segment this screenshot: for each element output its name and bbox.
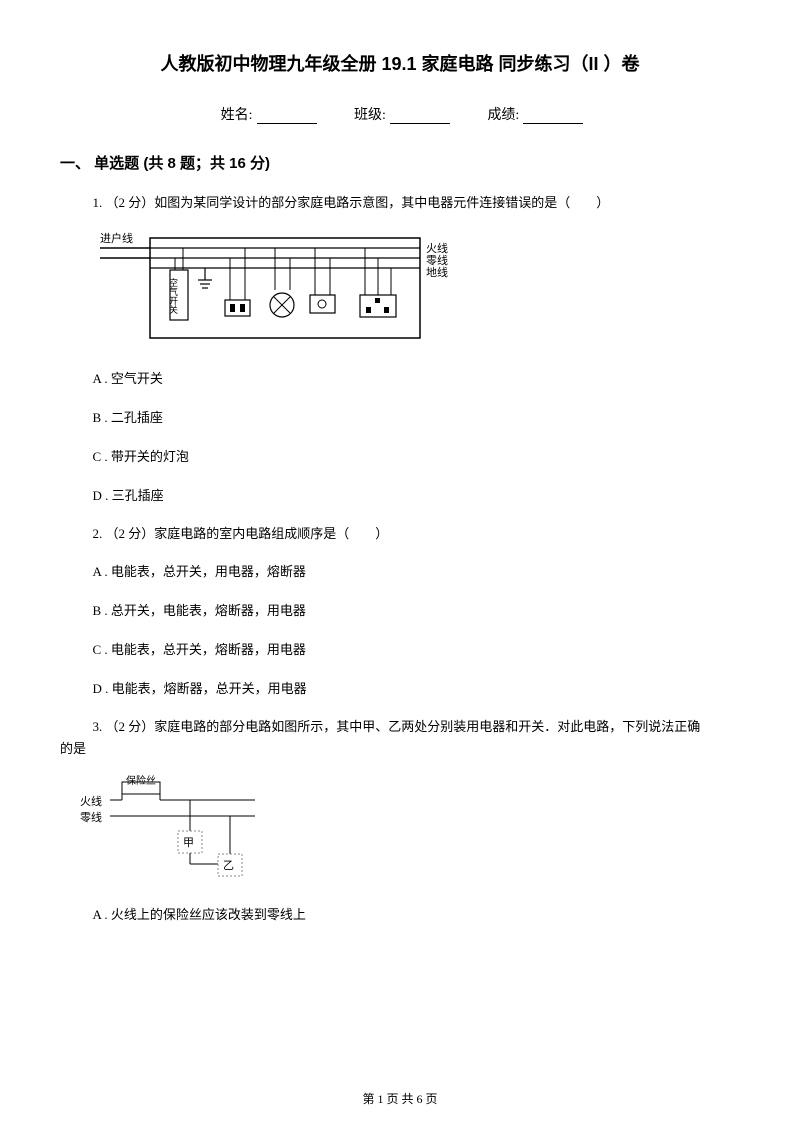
q2-stem: 2. （2 分）家庭电路的室内电路组成顺序是（ ） xyxy=(60,524,740,545)
section-header: 一、 单选题 (共 8 题；共 16 分) xyxy=(60,152,740,173)
name-label: 姓名: xyxy=(221,108,253,123)
q1-optD: D . 三孔插座 xyxy=(60,485,740,504)
box1-label: 甲 xyxy=(183,834,194,850)
ground-label: 地线 xyxy=(426,264,448,280)
class-blank xyxy=(390,110,450,124)
score-blank xyxy=(523,110,583,124)
q1-diagram: 进户线 火线 零线 地线 空气开关 xyxy=(100,230,740,350)
page-footer: 第 1 页 共 6 页 xyxy=(0,1090,800,1107)
incoming-label: 进户线 xyxy=(100,230,133,246)
q1-optB: B . 二孔插座 xyxy=(60,407,740,426)
box2-label: 乙 xyxy=(223,857,234,873)
q1-optC: C . 带开关的灯泡 xyxy=(60,446,740,465)
neutral-label-2: 零线 xyxy=(80,809,102,825)
q2-optA: A . 电能表，总开关，用电器，熔断器 xyxy=(60,561,740,580)
name-blank xyxy=(257,110,317,124)
q1-stem: 1. （2 分）如图为某同学设计的部分家庭电路示意图，其中电器元件连接错误的是（… xyxy=(60,193,740,214)
page-title: 人教版初中物理九年级全册 19.1 家庭电路 同步练习（II ）卷 xyxy=(60,50,740,76)
live-label-2: 火线 xyxy=(80,793,102,809)
q3-stem-trail: 的是 xyxy=(60,739,740,760)
q2-optB: B . 总开关，电能表，熔断器，用电器 xyxy=(60,600,740,619)
q3-diagram: 保险丝 火线 零线 甲 乙 xyxy=(80,776,740,886)
class-label: 班级: xyxy=(354,108,386,123)
q3-stem: 3. （2 分）家庭电路的部分电路如图所示，其中甲、乙两处分别装用电器和开关．对… xyxy=(60,717,740,738)
fuse-label: 保险丝 xyxy=(126,772,156,787)
q3-optA: A . 火线上的保险丝应该改装到零线上 xyxy=(60,904,740,923)
score-label: 成绩: xyxy=(487,108,519,123)
q1-optA: A . 空气开关 xyxy=(60,368,740,387)
q2-optC: C . 电能表，总开关，熔断器，用电器 xyxy=(60,639,740,658)
q2-optD: D . 电能表，熔断器，总开关，用电器 xyxy=(60,678,740,697)
switch-label: 空气开关 xyxy=(167,278,180,314)
info-row: 姓名: 班级: 成绩: xyxy=(60,104,740,124)
